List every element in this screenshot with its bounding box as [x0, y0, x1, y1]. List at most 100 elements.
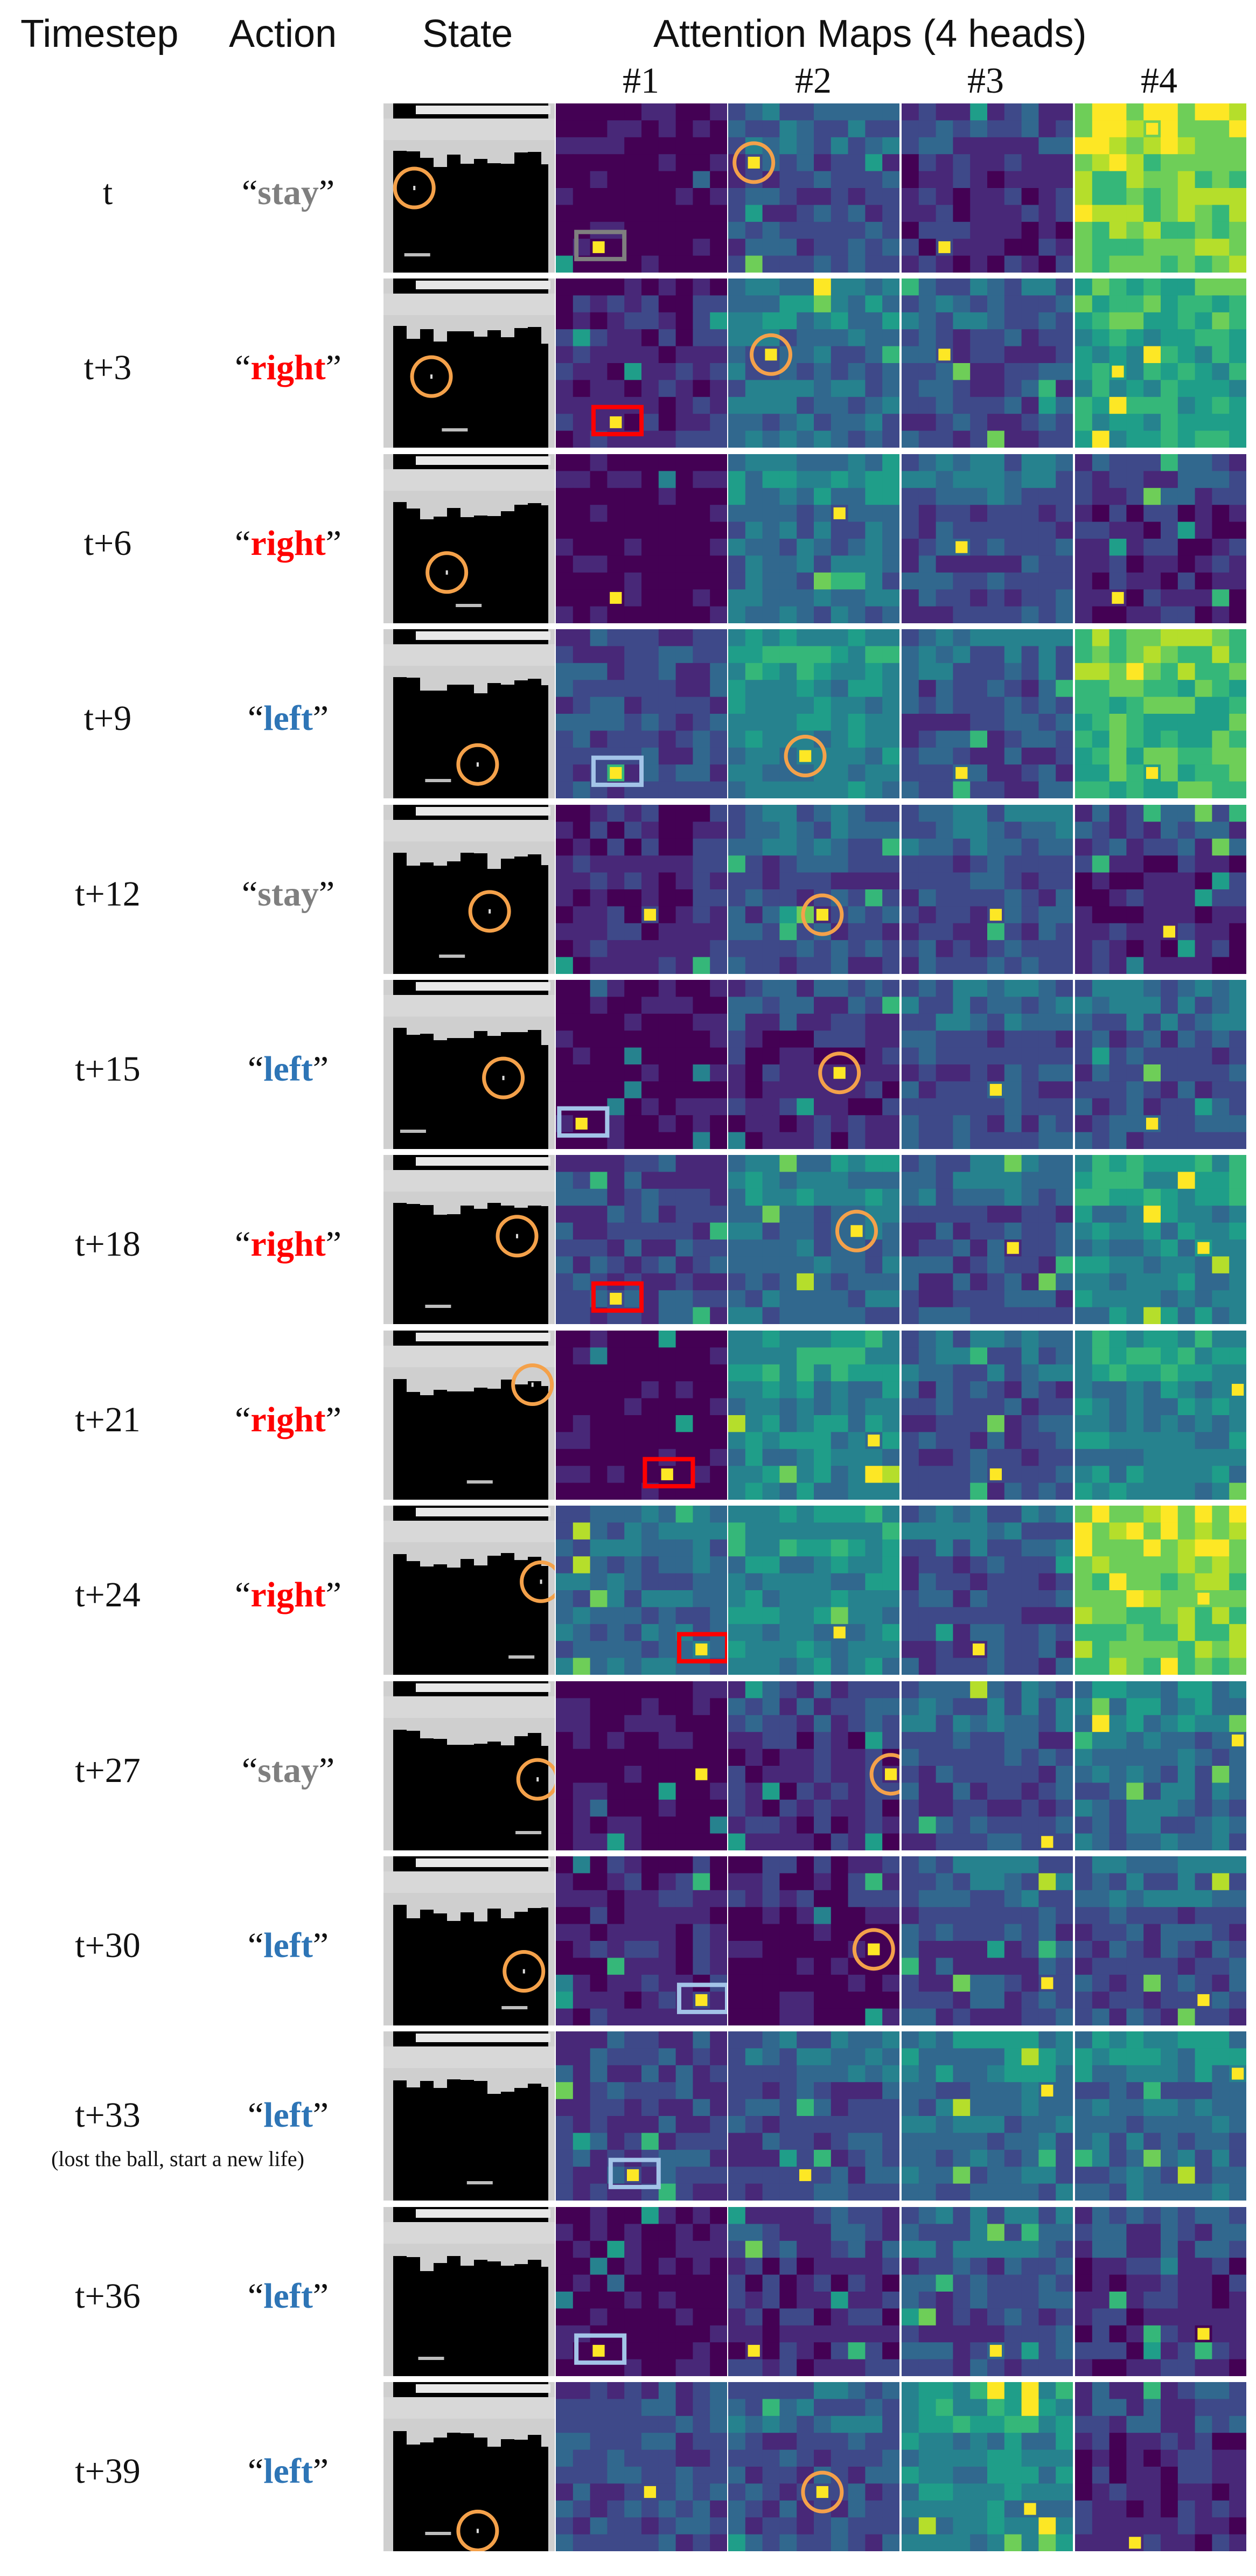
attention-cell [1229, 980, 1246, 997]
attention-map-head-2 [728, 629, 899, 799]
attention-cell [710, 414, 727, 431]
attention-cell [710, 255, 727, 273]
attention-cell [1038, 1731, 1056, 1749]
attention-cell [762, 1974, 780, 1992]
attention-cell [1161, 103, 1178, 121]
attention-cell [1109, 1013, 1127, 1031]
attention-cell [1092, 663, 1110, 680]
attention-cell [1126, 279, 1144, 296]
attention-cell [918, 279, 937, 296]
attention-cell [936, 1833, 953, 1850]
figure-header: Timestep Action State Attention Maps (4 … [0, 0, 1256, 102]
attention-cell [710, 555, 727, 573]
attention-cell [865, 555, 883, 573]
attention-cell [710, 980, 727, 997]
attention-cell [1021, 538, 1039, 556]
attention-cell [728, 1749, 746, 1766]
left-wall [383, 103, 393, 273]
attention-cell [970, 137, 988, 155]
attention-cell [658, 2031, 676, 2049]
attention-cell [728, 1256, 746, 1274]
attention-cell [745, 1155, 763, 1173]
attention-cell [797, 1415, 814, 1432]
attention-cell [1056, 1782, 1073, 1800]
attention-cell [814, 1590, 832, 1608]
attention-cell [728, 1347, 746, 1365]
attention-cell [797, 1132, 814, 1149]
attention-cell [1109, 1539, 1127, 1557]
attention-cell [1038, 1240, 1056, 1257]
attention-cell [607, 1681, 625, 1698]
attention-cell [556, 1189, 574, 1207]
attention-cell [848, 1974, 866, 1992]
attention-cell [865, 120, 883, 138]
attention-cell [745, 1799, 763, 1817]
attention-cell [675, 2167, 693, 2184]
timestep-row: t+18 “right” [0, 1154, 1256, 1325]
attention-cell [556, 255, 574, 273]
attention-cell [1004, 154, 1022, 172]
attention-cell [624, 821, 642, 839]
attention-cell [658, 454, 676, 471]
attention-cell [658, 1013, 676, 1031]
attention-cell [1004, 1799, 1022, 1817]
attention-cell [902, 1347, 919, 1365]
attention-cell [1109, 521, 1127, 539]
attention-cell [987, 997, 1005, 1014]
attention-cell [1177, 646, 1196, 664]
attention-cell [882, 680, 899, 698]
attention-cell [1143, 781, 1161, 799]
attention-cell [675, 154, 693, 172]
attention-cell [1229, 1115, 1246, 1133]
attention-cell [607, 804, 625, 822]
attention-cell [710, 714, 727, 732]
attention-cell [1075, 572, 1093, 590]
attention-cell [1143, 1132, 1161, 1149]
attention-cell [848, 1115, 866, 1133]
attention-cell [1229, 1539, 1246, 1557]
attention-cell [693, 205, 710, 222]
attention-cell [779, 221, 797, 239]
attention-cell [1177, 906, 1196, 923]
attention-cell [658, 555, 676, 573]
attention-cell [814, 1155, 832, 1173]
attention-cell [1229, 397, 1246, 415]
attention-cell [936, 1172, 953, 1189]
attention-cell [1161, 663, 1178, 680]
attention-cell [1229, 188, 1246, 205]
attention-cell [1092, 714, 1110, 732]
attention-cell [728, 255, 746, 273]
attention-cell [1229, 555, 1246, 573]
attention-cell [693, 1465, 710, 1483]
attention-cell [556, 1449, 574, 1466]
attention-cell [675, 1064, 693, 1082]
attention-cell [1212, 1607, 1230, 1625]
score-bar [416, 1683, 550, 1692]
attention-cell [1143, 1873, 1161, 1891]
attention-cell [902, 1240, 919, 1257]
attention-cell [658, 764, 676, 782]
attention-cell [797, 2048, 814, 2066]
attention-cell [1038, 1765, 1056, 1783]
attention-cell [693, 2031, 710, 2049]
attention-cell [1056, 747, 1073, 765]
attention-cell [902, 1681, 919, 1698]
attention-cell [607, 2082, 625, 2100]
attention-cell [728, 1641, 746, 1659]
attention-cell [641, 538, 659, 556]
attention-cell [1229, 488, 1246, 505]
attention-cell [675, 1031, 693, 1048]
attention-cell [745, 1031, 763, 1048]
attention-cell [556, 538, 574, 556]
attention-cell [1004, 1573, 1022, 1591]
attention-cell [1143, 1681, 1161, 1698]
attention-cell [556, 1924, 574, 1941]
attention-cell [797, 1816, 814, 1834]
attention-cell [1195, 1398, 1212, 1416]
attention-cell [779, 1273, 797, 1291]
attention-cell [556, 205, 574, 222]
attention-map-head-1 [556, 804, 727, 974]
attention-cell [1177, 1624, 1196, 1641]
attention-cell [556, 1607, 574, 1625]
attention-cell [1195, 1873, 1212, 1891]
